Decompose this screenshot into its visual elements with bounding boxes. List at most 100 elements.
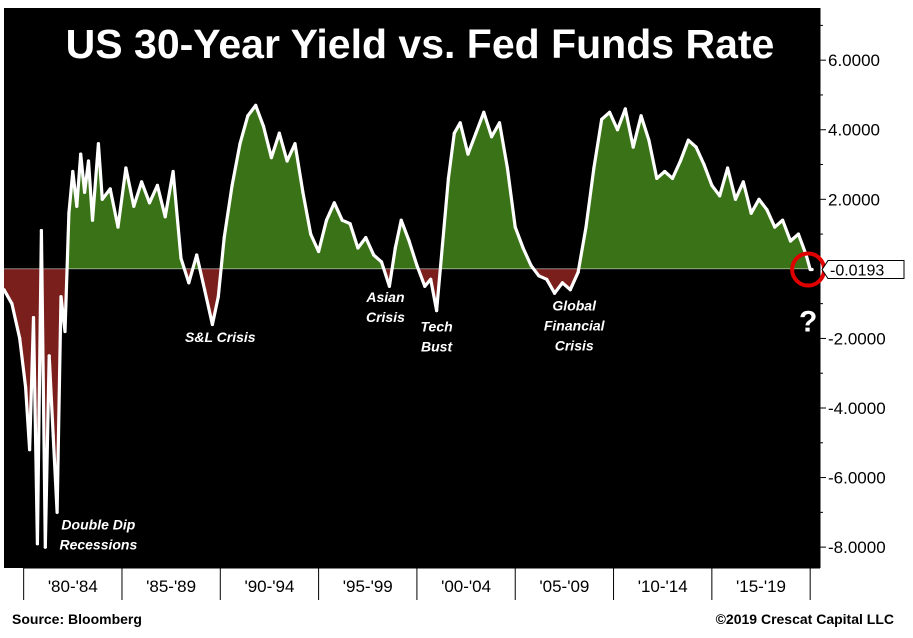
negative-spread-area-6 [199,268,222,325]
data-point [216,295,220,299]
data-point [83,190,87,194]
data-point [147,201,152,205]
last-value-text: -0.0193 [830,263,884,280]
data-point [741,180,745,184]
data-point [116,225,120,229]
data-point [79,152,83,156]
data-point [10,302,14,306]
data-point [702,162,706,167]
data-point [2,288,6,292]
data-point [324,218,329,222]
data-point [623,107,627,111]
data-point [435,309,439,313]
data-point [364,236,368,240]
data-point [124,166,128,170]
data-point [71,169,75,174]
data-point [393,246,397,250]
x-tick-label: '95-'99 [343,577,393,596]
x-tick-label: '90-'94 [244,577,294,596]
data-point [47,354,51,358]
data-point [407,239,411,243]
data-point [726,166,730,170]
data-point [222,236,226,240]
x-tick-label: '15-'19 [736,577,786,596]
data-point [261,124,266,128]
crisis-annotation: Double Dip Recessions [59,517,137,553]
data-point [733,197,738,201]
data-point [765,208,769,212]
data-point [108,187,112,191]
data-point [440,242,445,247]
data-point [100,197,104,201]
crisis-annotation: Global Financial Crisis [544,298,606,354]
data-point [429,277,433,281]
data-point [155,183,159,187]
data-point [356,246,360,250]
data-point [608,110,612,114]
y-tick-label: -6.0000 [828,469,886,488]
data-point [452,131,456,135]
data-point [51,434,55,438]
data-point [140,180,144,184]
positive-spread-area-11 [440,112,534,269]
data-point [387,284,391,288]
data-point [686,138,690,142]
chart-title: US 30-Year Yield vs. Fed Funds Rate [66,21,775,67]
data-point [348,222,352,226]
data-point [75,204,79,208]
last-value-label: -0.0193 [821,260,905,280]
data-point [773,225,777,229]
data-point [718,194,722,198]
data-point [810,267,814,272]
data-point [67,211,71,215]
question-mark: ? [799,306,817,339]
data-point [285,159,289,163]
data-point [670,176,675,180]
data-point [458,121,462,125]
data-point [43,545,47,549]
data-point [399,218,403,222]
negative-spread-area-2 [41,268,67,548]
crisis-annotation: Tech Bust [421,318,454,354]
data-point [254,103,258,107]
data-point [663,169,667,174]
data-point [560,281,565,285]
data-point [238,142,242,146]
data-point [96,142,100,146]
source-label: Source: Bloomberg [12,611,142,627]
data-point [521,246,525,250]
data-point [568,288,572,292]
data-point [35,542,40,546]
data-point [415,263,419,267]
data-point [423,284,427,288]
data-point [647,138,651,142]
data-point [781,218,785,222]
data-point [39,229,44,233]
data-point [86,159,91,163]
data-point [529,263,533,267]
data-point [497,121,502,125]
data-point [90,218,95,222]
y-tick-label: 2.0000 [828,190,880,209]
data-point [277,131,281,135]
data-point [293,142,297,146]
data-point [710,183,714,187]
data-point [749,211,753,215]
y-tick-label: -2.0000 [828,329,886,348]
data-point [187,281,191,285]
crisis-annotation: S&L Crisis [185,329,256,345]
positive-spread-area-7 [221,105,384,269]
data-point [545,277,549,281]
data-point [446,176,450,180]
data-point [171,169,175,174]
x-tick-label: '80-'84 [48,577,98,596]
x-tick-label: '05-'09 [539,577,589,596]
data-point [31,316,36,320]
data-point [59,295,63,299]
data-point [466,152,470,156]
data-point [63,329,67,334]
data-point [482,110,486,114]
positive-spread-area-13 [578,108,810,269]
data-point [210,322,214,327]
